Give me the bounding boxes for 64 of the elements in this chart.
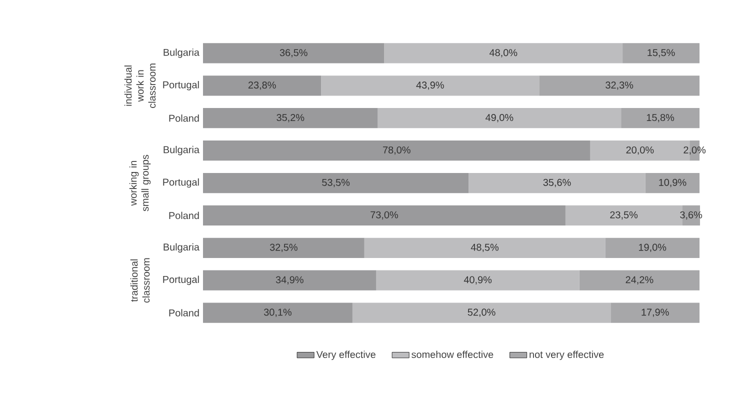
data-label: 52,0% <box>468 308 496 317</box>
y-tick-label: Poland <box>169 114 199 122</box>
data-label: 73,0% <box>370 211 398 220</box>
data-label: 32,5% <box>270 244 298 252</box>
data-label: 23,5% <box>610 211 638 220</box>
data-label: 48,0% <box>490 49 518 58</box>
data-label: 35,6% <box>543 178 571 188</box>
legend-label: not very effective <box>530 350 604 360</box>
data-label: 78,0% <box>383 146 410 155</box>
data-label: 20,0% <box>626 146 654 155</box>
data-label: 32,3% <box>606 82 634 90</box>
bar <box>621 108 700 128</box>
data-label: 19,0% <box>638 244 666 252</box>
bar <box>203 76 322 96</box>
data-label: 15,8% <box>646 114 674 122</box>
bar <box>605 238 700 258</box>
y-tick-label: Bulgaria <box>164 243 200 253</box>
bar <box>203 238 364 258</box>
legend-label: Very effective <box>316 350 376 360</box>
y-tick-label: Portugal <box>163 276 199 285</box>
data-label: 23,8% <box>248 82 276 90</box>
text: individual work in classroom <box>124 64 156 108</box>
data-label: 10,9% <box>659 178 686 188</box>
data-label: 36,5% <box>280 49 308 58</box>
bar <box>579 270 700 290</box>
text: working in small groups <box>129 154 151 212</box>
bar <box>203 140 590 161</box>
bar <box>321 76 540 96</box>
bar <box>610 302 700 323</box>
bar <box>376 270 580 290</box>
data-label: 34,9% <box>276 276 304 284</box>
y-tick-label: Portugal <box>163 81 199 90</box>
bar <box>203 43 384 64</box>
y-tick-label: Bulgaria <box>164 48 200 58</box>
legend-label: somehow effective <box>412 350 494 358</box>
data-label: 2,0% <box>684 146 706 155</box>
data-label: 53,5% <box>322 178 350 188</box>
bar <box>384 43 623 64</box>
bar <box>364 238 606 258</box>
y-tick-label: Bulgaria <box>164 146 200 156</box>
text: traditional classroom <box>130 258 150 303</box>
data-label: 17,9% <box>642 308 669 317</box>
data-label: 30,1% <box>264 308 292 317</box>
data-label: 24,2% <box>626 276 654 284</box>
bar <box>378 108 622 128</box>
y-tick-label: Poland <box>169 309 199 316</box>
bar <box>203 270 376 290</box>
data-label: 48,5% <box>470 244 499 252</box>
bar <box>203 302 352 323</box>
bar <box>622 43 700 64</box>
bar <box>203 108 378 128</box>
data-label: 49,0% <box>486 114 514 122</box>
bar <box>468 172 646 194</box>
data-label: 35,2% <box>276 114 304 122</box>
y-tick-label: Poland <box>169 212 199 220</box>
bar <box>203 205 566 226</box>
data-label: 15,5% <box>648 49 675 58</box>
bar <box>539 76 700 96</box>
bar <box>645 172 700 194</box>
y-tick-label: Portugal <box>163 178 199 188</box>
data-label: 40,9% <box>464 276 492 284</box>
bar <box>203 172 469 194</box>
data-label: 43,9% <box>416 82 444 90</box>
bar <box>352 302 611 323</box>
